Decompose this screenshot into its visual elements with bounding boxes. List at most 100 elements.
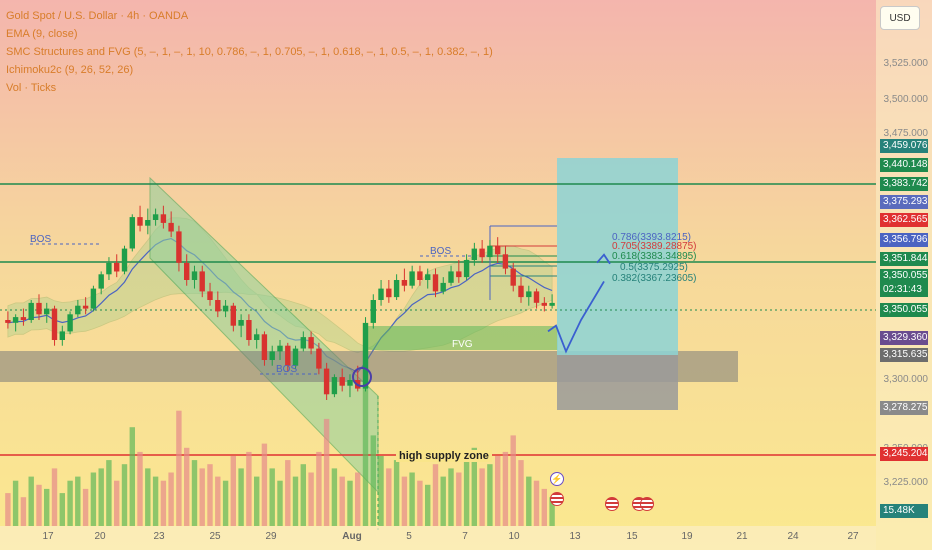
time-label: 27 — [847, 531, 859, 542]
candle-body — [238, 320, 244, 326]
volume-bar — [246, 451, 252, 526]
candle — [479, 240, 485, 263]
volume-bar — [28, 476, 34, 526]
candle — [316, 342, 322, 375]
volume-bar — [308, 472, 314, 526]
indicator-ichimoku[interactable]: Ichimoku2c (9, 26, 52, 26) — [6, 64, 134, 76]
candle — [98, 271, 104, 295]
candle — [191, 265, 198, 289]
candle — [463, 254, 470, 280]
volume-bar — [479, 468, 485, 526]
candle — [440, 277, 446, 295]
candle-body — [308, 337, 314, 349]
us-flag-icon[interactable] — [550, 492, 564, 506]
candle — [323, 362, 330, 400]
price-label: 3,225.000 — [883, 477, 929, 488]
candle-body — [479, 248, 485, 258]
volume-bar — [238, 468, 244, 526]
price-badge: 3,329.360 — [880, 331, 928, 345]
volume-bar — [417, 480, 423, 526]
fib-label: 0.618(3383.34895) — [612, 251, 697, 262]
candle — [533, 288, 540, 309]
indicator-volume[interactable]: Vol · Ticks — [6, 82, 57, 94]
price-badge: 3,351.844 — [880, 252, 928, 266]
candle-body — [184, 262, 190, 280]
candle — [222, 300, 229, 318]
volume-bar — [316, 451, 322, 526]
volume-bar — [526, 476, 532, 526]
candle-body — [533, 291, 540, 303]
candle — [549, 294, 555, 309]
candle — [269, 345, 275, 366]
fib-label: 0.5(3375.2925) — [620, 262, 688, 273]
candle-body — [549, 302, 555, 306]
candle-body — [44, 308, 50, 315]
candle — [184, 254, 190, 286]
candle — [160, 205, 167, 229]
volume-bar — [285, 460, 291, 526]
candle-body — [409, 271, 415, 286]
candle-body — [316, 348, 322, 369]
volume-bar — [269, 468, 275, 526]
indicator-smc[interactable]: SMC Structures and FVG (5, –, 1, –, 1, 1… — [6, 46, 493, 58]
candle — [393, 274, 400, 300]
candle — [82, 297, 89, 315]
candle-body — [98, 274, 104, 289]
volume-bar — [549, 497, 555, 526]
candle — [12, 314, 19, 332]
candle-body — [145, 220, 151, 226]
time-label: 7 — [462, 531, 468, 542]
time-label: 5 — [406, 531, 412, 542]
volume-bar — [191, 460, 198, 526]
candle-body — [269, 351, 275, 360]
candle-body — [121, 248, 128, 272]
volume-bar — [347, 480, 353, 526]
candle — [176, 225, 182, 272]
candle-body — [378, 288, 384, 300]
indicator-ema[interactable]: EMA (9, close) — [6, 28, 78, 40]
price-badge: 3,440.148 — [880, 158, 928, 172]
candle — [114, 254, 120, 278]
candle-body — [526, 291, 532, 298]
flash-event-icon[interactable]: ⚡ — [550, 472, 564, 486]
candle — [168, 211, 174, 238]
candle — [417, 265, 423, 286]
candle-body — [28, 302, 34, 320]
candle-body — [261, 334, 268, 360]
candle — [254, 328, 260, 349]
us-flag-icon[interactable] — [640, 497, 654, 511]
fib-label: 0.382(3367.23605) — [612, 273, 697, 284]
price-badge: 3,459.076 — [880, 139, 928, 153]
candle — [331, 374, 338, 398]
volume-bar — [82, 488, 89, 526]
candle — [378, 280, 384, 306]
candle-body — [82, 305, 89, 309]
candle-body — [59, 331, 65, 340]
bos-label: BOS — [276, 364, 298, 375]
time-label: 17 — [42, 531, 54, 542]
bos-label: BOS — [30, 234, 52, 245]
candle-body — [331, 377, 338, 395]
volume-bar — [323, 418, 330, 526]
candle-body — [215, 300, 221, 312]
candle-body — [386, 288, 392, 298]
price-badge: 3,350.055 — [880, 303, 928, 317]
candle-body — [300, 337, 306, 349]
candle-body — [137, 217, 143, 226]
volume-bar — [36, 484, 42, 526]
currency-button[interactable]: USD — [880, 6, 920, 30]
price-label: 3,500.000 — [883, 94, 929, 105]
volume-bar — [393, 460, 400, 526]
price-badge: 3,375.293 — [880, 195, 928, 209]
candle-body — [51, 308, 58, 340]
candle — [28, 300, 34, 323]
volume-bar — [487, 464, 493, 526]
fib-label: 0.705(3389.28875) — [612, 241, 697, 252]
candle — [145, 208, 151, 235]
candle — [36, 294, 42, 320]
us-flag-icon[interactable] — [605, 497, 619, 511]
candle — [456, 260, 462, 283]
price-badge: 3,362.565 — [880, 213, 928, 227]
candle — [510, 262, 516, 292]
